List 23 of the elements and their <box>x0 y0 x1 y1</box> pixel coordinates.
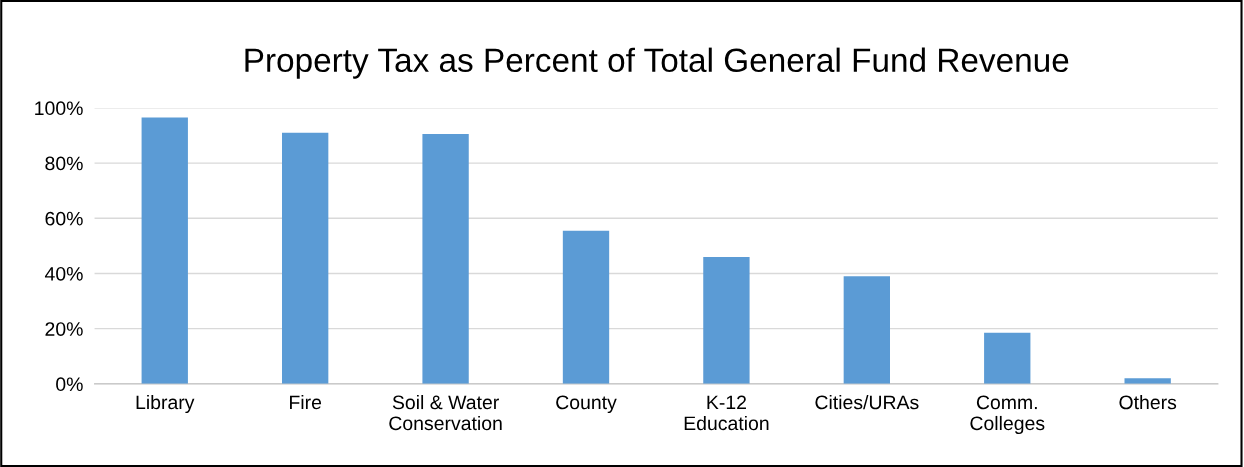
y-tick-label: 100% <box>35 101 83 116</box>
y-tick-label: 80% <box>45 156 83 171</box>
x-tick-label: Others <box>1119 394 1177 410</box>
chart-title: Property Tax as Percent of Total General Fund Revenue <box>245 47 1069 79</box>
x-tick-label: Soil & Water Conservation <box>389 394 502 431</box>
bar <box>422 134 469 384</box>
bar <box>703 256 750 384</box>
bar <box>984 332 1031 384</box>
bar <box>562 230 610 384</box>
bar <box>282 132 329 384</box>
x-tick-label: Comm. Colleges <box>970 395 1045 435</box>
x-tick-label: Cities/URAs <box>815 394 919 410</box>
bar <box>1124 378 1171 384</box>
y-tick-label: 0% <box>56 377 83 392</box>
y-tick-label: 40% <box>44 266 83 281</box>
x-tick-label: Library <box>136 394 195 414</box>
y-tick-label: 20% <box>45 322 83 336</box>
bar <box>843 276 890 384</box>
bar <box>141 117 188 384</box>
x-tick-label: Fire <box>290 394 322 410</box>
x-tick-label: K-12 Education <box>684 395 769 431</box>
y-tick-label: 60% <box>45 211 83 226</box>
x-tick-label: County <box>556 395 617 414</box>
